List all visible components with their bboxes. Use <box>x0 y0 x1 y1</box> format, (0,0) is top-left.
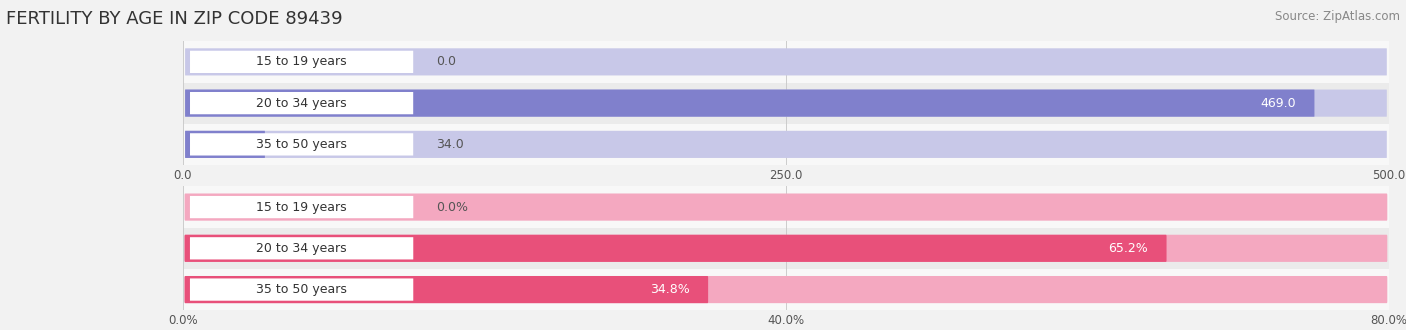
FancyBboxPatch shape <box>186 131 1386 158</box>
FancyBboxPatch shape <box>190 133 413 155</box>
Bar <box>183 228 1389 269</box>
FancyBboxPatch shape <box>190 92 413 114</box>
Text: 469.0: 469.0 <box>1261 97 1296 110</box>
Text: 35 to 50 years: 35 to 50 years <box>256 283 347 296</box>
FancyBboxPatch shape <box>186 48 1386 76</box>
FancyBboxPatch shape <box>186 131 264 158</box>
FancyBboxPatch shape <box>190 51 413 73</box>
Text: 34.8%: 34.8% <box>650 283 689 296</box>
FancyBboxPatch shape <box>190 196 413 218</box>
FancyBboxPatch shape <box>184 193 1388 221</box>
Text: 20 to 34 years: 20 to 34 years <box>256 242 347 255</box>
Text: 20 to 34 years: 20 to 34 years <box>256 97 347 110</box>
Text: 34.0: 34.0 <box>436 138 464 151</box>
FancyBboxPatch shape <box>184 235 1388 262</box>
FancyBboxPatch shape <box>186 89 1315 117</box>
Text: Source: ZipAtlas.com: Source: ZipAtlas.com <box>1275 10 1400 23</box>
Bar <box>183 41 1389 82</box>
FancyBboxPatch shape <box>190 279 413 301</box>
FancyBboxPatch shape <box>184 276 1388 303</box>
Text: 15 to 19 years: 15 to 19 years <box>256 201 347 214</box>
Text: 0.0%: 0.0% <box>436 201 468 214</box>
Text: FERTILITY BY AGE IN ZIP CODE 89439: FERTILITY BY AGE IN ZIP CODE 89439 <box>6 10 342 28</box>
Text: 35 to 50 years: 35 to 50 years <box>256 138 347 151</box>
FancyBboxPatch shape <box>186 89 1386 117</box>
Bar <box>183 124 1389 165</box>
Bar <box>183 82 1389 124</box>
Bar <box>183 269 1389 310</box>
FancyBboxPatch shape <box>184 276 709 303</box>
Text: 15 to 19 years: 15 to 19 years <box>256 55 347 68</box>
Bar <box>183 186 1389 228</box>
FancyBboxPatch shape <box>184 235 1167 262</box>
Text: 65.2%: 65.2% <box>1108 242 1147 255</box>
FancyBboxPatch shape <box>190 237 413 259</box>
Text: 0.0: 0.0 <box>436 55 456 68</box>
